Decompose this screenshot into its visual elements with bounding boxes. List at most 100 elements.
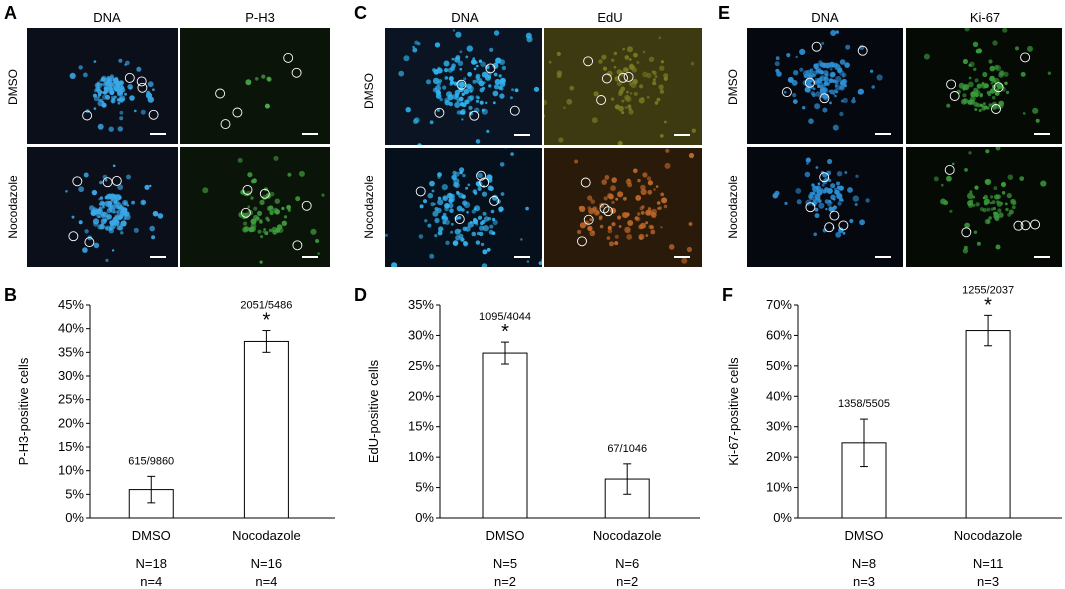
cell-dot xyxy=(829,89,835,95)
cell-dot xyxy=(476,64,479,68)
cell-dot xyxy=(97,123,104,130)
cell-dot xyxy=(457,82,464,89)
cell-dot xyxy=(119,80,125,85)
cell-dot xyxy=(548,60,552,64)
cell-dot xyxy=(976,83,982,89)
cell-dot xyxy=(681,257,688,264)
cell-dot xyxy=(444,76,449,80)
cell-dot xyxy=(569,85,575,91)
cell-dot xyxy=(321,193,325,197)
y-tick-label: 30% xyxy=(766,419,792,434)
cell-dot xyxy=(147,96,154,103)
cell-dot xyxy=(480,61,486,67)
cell-dot xyxy=(472,218,479,225)
cell-dot xyxy=(614,234,619,239)
cell-dot xyxy=(544,99,548,106)
cell-dot xyxy=(787,76,794,83)
cell-dot xyxy=(459,167,465,173)
cell-dot xyxy=(962,93,967,98)
cell-dot xyxy=(968,203,973,209)
marker-circle xyxy=(220,119,231,130)
cell-dot xyxy=(492,62,499,69)
cell-dot xyxy=(434,217,440,224)
cell-dot xyxy=(831,64,835,68)
cell-dot xyxy=(622,47,625,51)
cell-dot xyxy=(835,30,839,34)
scale-bar xyxy=(875,133,891,135)
cell-dot xyxy=(391,262,398,267)
cell-dot xyxy=(808,195,815,201)
cell-dot xyxy=(637,212,641,216)
cell-dot xyxy=(110,81,115,87)
cell-dot xyxy=(827,158,833,165)
cell-dot xyxy=(454,95,459,100)
cell-dot xyxy=(852,97,855,100)
y-tick-label: 25% xyxy=(408,358,434,373)
x-tick-label: DMSO xyxy=(845,528,884,543)
cell-dot xyxy=(646,95,650,99)
cell-dot xyxy=(109,205,112,209)
cell-dot xyxy=(500,192,505,196)
x-tick-label: Nocodazole xyxy=(232,528,301,543)
cell-dot xyxy=(133,227,139,233)
cell-dot xyxy=(277,227,284,233)
cell-dot xyxy=(616,81,622,87)
cell-dot xyxy=(109,89,115,96)
marker-circle xyxy=(84,237,95,248)
marker-circle xyxy=(291,67,302,78)
cell-dot xyxy=(472,57,475,60)
cell-dot xyxy=(799,48,806,55)
cell-dot xyxy=(655,185,659,188)
cell-dot xyxy=(998,212,1004,218)
cell-dot xyxy=(499,93,505,99)
panel-label-b: B xyxy=(4,285,17,305)
cell-dot xyxy=(477,186,482,191)
cell-dot xyxy=(113,194,117,198)
cell-dot xyxy=(943,200,949,206)
y-tick-label: 15% xyxy=(58,439,84,454)
data-label: 2051/5486 xyxy=(240,300,292,312)
cell-dot xyxy=(492,90,499,97)
marker-circle xyxy=(454,214,465,225)
cell-dot xyxy=(809,68,814,72)
marker-circle xyxy=(479,177,490,188)
cell-dot xyxy=(842,78,847,84)
cell-dot xyxy=(273,207,279,214)
cell-dot xyxy=(264,231,269,236)
cell-dot xyxy=(473,67,477,71)
cell-dot xyxy=(481,263,488,267)
cell-dot xyxy=(477,216,482,220)
cell-dot xyxy=(844,171,848,174)
cell-dot xyxy=(493,84,500,90)
cell-dot xyxy=(108,126,114,132)
cell-dot xyxy=(453,81,458,86)
cell-dot xyxy=(795,188,802,194)
cell-dot xyxy=(587,225,593,232)
cell-dot xyxy=(865,198,870,203)
cell-dot xyxy=(969,61,975,67)
cell-dot xyxy=(120,85,125,90)
cell-dot xyxy=(247,172,253,178)
cell-dot xyxy=(838,198,842,202)
cell-dot xyxy=(456,110,461,115)
cell-dot xyxy=(589,218,593,222)
cell-dot xyxy=(639,206,644,211)
cell-dot xyxy=(624,106,628,109)
cell-dot xyxy=(601,179,607,185)
cell-dot xyxy=(964,168,968,172)
cell-dot xyxy=(464,99,469,105)
cell-dot xyxy=(253,206,258,211)
cell-dot xyxy=(981,104,985,108)
cell-dot xyxy=(102,218,107,223)
cell-dot xyxy=(123,201,127,205)
cell-dot xyxy=(607,193,613,199)
cell-dot xyxy=(814,103,821,110)
cell-dot xyxy=(830,183,836,189)
cell-dot xyxy=(431,189,435,193)
marker-circle xyxy=(148,109,159,120)
cell-dot xyxy=(118,58,123,63)
cell-dot xyxy=(1004,202,1008,206)
y-tick-label: 15% xyxy=(408,419,434,434)
cell-dot xyxy=(592,207,597,211)
